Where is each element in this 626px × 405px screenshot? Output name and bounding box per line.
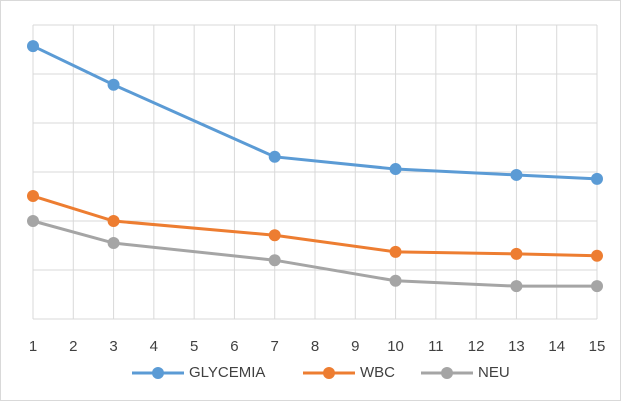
x-tick-label: 5 [190, 338, 198, 355]
legend-marker [323, 367, 335, 379]
data-point [510, 247, 523, 260]
x-tick-label: 1 [29, 338, 37, 355]
legend-label: GLYCEMIA [189, 364, 265, 381]
legend-label: NEU [478, 364, 510, 381]
series-line [32, 44, 598, 181]
x-tick-label: 13 [508, 338, 525, 355]
x-tick-label: 15 [589, 338, 606, 355]
x-tick-label: 14 [548, 338, 565, 355]
x-tick-label: 9 [351, 338, 359, 355]
series-line [32, 194, 598, 258]
data-point [27, 215, 39, 227]
data-point [107, 237, 120, 250]
x-tick-label: 2 [69, 338, 77, 355]
data-point [107, 78, 120, 91]
series-line [32, 219, 597, 288]
x-tick-label: 3 [109, 338, 117, 355]
data-point [268, 254, 281, 267]
x-tick-label: 12 [468, 338, 485, 355]
data-point [268, 229, 281, 242]
x-tick-label: 8 [311, 338, 319, 355]
data-point [591, 172, 603, 185]
legend-label: WBC [360, 364, 395, 381]
legend-marker [152, 367, 164, 379]
data-point [27, 40, 39, 53]
x-tick-label: 11 [428, 338, 444, 355]
x-tick-label: 10 [387, 338, 404, 355]
x-tick-label: 6 [230, 338, 238, 355]
data-point [27, 190, 39, 203]
legend-marker [441, 367, 453, 379]
x-tick-label: 7 [271, 338, 279, 355]
data-point [591, 249, 603, 262]
x-tick-label: 4 [150, 338, 158, 355]
data-point [591, 280, 603, 293]
data-point [510, 168, 523, 181]
data-point [510, 280, 523, 293]
data-point [389, 274, 402, 287]
data-point [268, 150, 281, 163]
data-point [107, 215, 120, 227]
data-point [389, 245, 402, 258]
data-point [389, 163, 402, 176]
